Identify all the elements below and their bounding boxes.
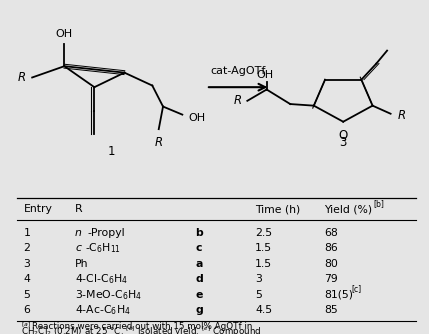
Text: 2: 2 (24, 243, 30, 254)
Text: $^{[a]}$: $^{[a]}$ (21, 322, 31, 331)
Text: R: R (155, 136, 163, 149)
Text: g: g (195, 305, 203, 315)
Text: 1.5: 1.5 (255, 243, 272, 254)
Text: 5: 5 (24, 290, 30, 300)
Text: n: n (75, 228, 82, 238)
Text: 79: 79 (324, 274, 338, 284)
Text: 81(5): 81(5) (324, 290, 353, 300)
Text: 1.5: 1.5 (255, 259, 272, 269)
Text: OH: OH (56, 29, 73, 39)
Text: -Propyl: -Propyl (87, 228, 125, 238)
Text: 3-MeO-C$_6$H$_4$: 3-MeO-C$_6$H$_4$ (75, 288, 142, 302)
Text: 80: 80 (324, 259, 338, 269)
Text: Time (h): Time (h) (255, 204, 300, 214)
Text: 5: 5 (255, 290, 262, 300)
Text: 6: 6 (24, 305, 30, 315)
Text: [b]: [b] (373, 199, 384, 208)
Text: d: d (195, 274, 203, 284)
Text: 1: 1 (24, 228, 30, 238)
Text: 3: 3 (24, 259, 30, 269)
Text: 4: 4 (24, 274, 30, 284)
Text: 68: 68 (324, 228, 338, 238)
Text: 4.5: 4.5 (255, 305, 272, 315)
Text: Yield (%): Yield (%) (324, 204, 372, 214)
Text: 1: 1 (108, 145, 115, 158)
Text: b: b (195, 228, 203, 238)
Text: 86: 86 (324, 243, 338, 254)
Text: R: R (18, 71, 26, 84)
Text: c: c (195, 243, 202, 254)
Text: -C$_6$H$_{11}$: -C$_6$H$_{11}$ (85, 241, 121, 255)
Text: [c]: [c] (352, 285, 362, 294)
Text: 2.5: 2.5 (255, 228, 272, 238)
Text: Ph: Ph (75, 259, 88, 269)
Text: 3: 3 (255, 274, 262, 284)
Text: Entry: Entry (24, 204, 52, 214)
Text: a: a (195, 259, 202, 269)
Text: R: R (234, 94, 242, 107)
Text: cat-AgOTf: cat-AgOTf (210, 66, 266, 76)
Text: e: e (195, 290, 202, 300)
Text: R: R (75, 204, 83, 214)
Text: O: O (338, 129, 348, 142)
Text: Reactions were carried out with 15 mol% AgOTf in: Reactions were carried out with 15 mol% … (32, 322, 253, 331)
Text: OH: OH (189, 113, 206, 123)
Text: 4-Ac-C$_6$H$_4$: 4-Ac-C$_6$H$_4$ (75, 303, 131, 317)
Text: CH$_2$Cl$_2$ (0.2M) at 25 °C. $^{[b]}$ Isolated yield. $^{[c]}$ Compound: CH$_2$Cl$_2$ (0.2M) at 25 °C. $^{[b]}$ I… (21, 324, 262, 334)
Text: c: c (75, 243, 81, 254)
Text: 4-Cl-C$_6$H$_4$: 4-Cl-C$_6$H$_4$ (75, 273, 128, 286)
Text: OH: OH (256, 70, 273, 80)
Text: 3: 3 (339, 136, 347, 149)
Text: R: R (397, 110, 405, 123)
Text: 85: 85 (324, 305, 338, 315)
